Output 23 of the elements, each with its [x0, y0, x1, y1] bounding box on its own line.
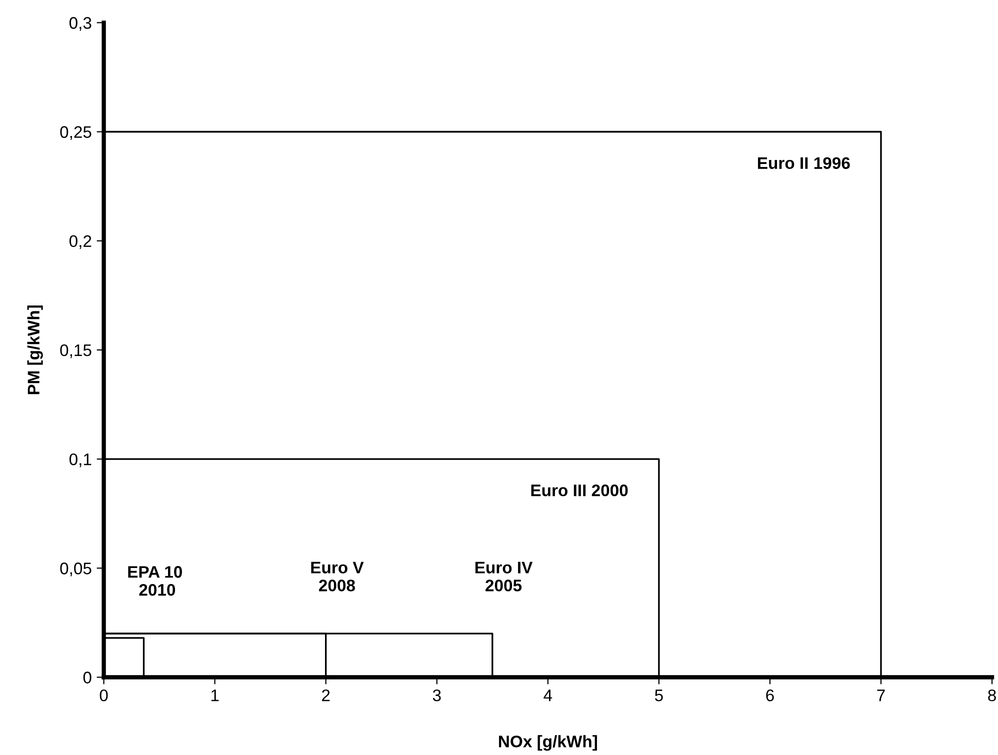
x-tick-label: 0	[100, 689, 108, 702]
text: Euro V 2008	[311, 562, 364, 592]
y-axis-title: PM [g/kWh]	[27, 306, 43, 394]
x-tick-label: 6	[766, 689, 774, 702]
text: Euro IV 2005	[475, 562, 533, 592]
y-tick-label: 0	[83, 672, 92, 684]
x-tick-label: 7	[877, 690, 885, 702]
x-tick-label: 3	[432, 689, 441, 702]
y-tick-label: 0,05	[60, 562, 92, 576]
series-label: Euro II 1996	[758, 157, 850, 169]
y-tick-label: 0,2	[69, 235, 92, 250]
text: EPA 10 2010	[128, 566, 182, 596]
x-axis-title: NOx [g/kWh]	[499, 735, 597, 751]
x-tick-label: 2	[322, 689, 330, 702]
x-tick-label: 4	[544, 690, 552, 702]
x-tick-label: 5	[654, 690, 663, 702]
x-tick-label: 8	[988, 689, 996, 702]
series-label: Euro III 2000	[531, 484, 628, 496]
y-tick-label: 0,25	[60, 126, 92, 140]
x-tick-label: 1	[211, 690, 219, 702]
y-tick-label: 0,3	[69, 17, 92, 31]
y-tick-label: 0,15	[60, 344, 92, 358]
y-tick-label: 0,1	[69, 453, 92, 468]
